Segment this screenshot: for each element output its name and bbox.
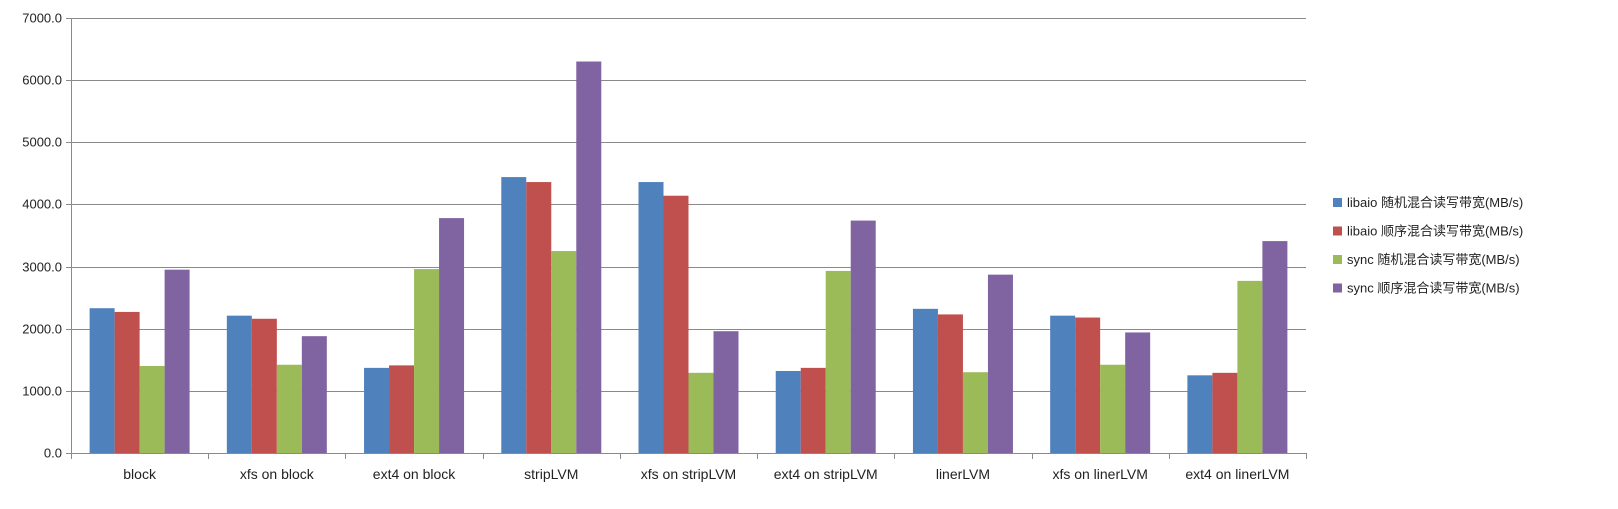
bar [663, 195, 689, 453]
x-category-label: ext4 on stripLVM [774, 466, 878, 482]
x-category-label: linerLVM [936, 466, 990, 482]
bar [164, 269, 190, 453]
bar [389, 365, 415, 453]
bar [638, 182, 664, 454]
y-tick-label: 7000.0 [22, 11, 62, 26]
bar [1125, 332, 1151, 453]
y-tick-label: 3000.0 [22, 260, 62, 275]
bar [576, 61, 602, 453]
x-category-label: xfs on stripLVM [641, 466, 736, 482]
bar [276, 364, 302, 453]
legend-swatch [1333, 283, 1342, 293]
bar [226, 315, 252, 453]
bar [912, 308, 938, 453]
legend-label: sync 顺序混合读写带宽(MB/s) [1347, 281, 1520, 296]
bar [800, 367, 826, 453]
legend-swatch [1333, 255, 1342, 264]
bar [1237, 280, 1263, 453]
bar [414, 269, 440, 453]
legend-swatch [1333, 198, 1342, 207]
bar [1187, 375, 1213, 453]
bar [301, 336, 327, 453]
bar [89, 308, 115, 453]
legend-label: libaio 顺序混合读写带宽(MB/s) [1347, 224, 1523, 239]
bar [114, 311, 140, 453]
y-tick-label: 0.0 [44, 446, 62, 461]
bar [439, 218, 465, 453]
bar [1262, 241, 1288, 453]
x-category-label: block [123, 466, 157, 482]
bar [775, 370, 801, 453]
y-tick-label: 6000.0 [22, 73, 62, 88]
bar [251, 318, 277, 453]
y-tick-label: 1000.0 [22, 384, 62, 399]
legend-swatch [1333, 226, 1342, 236]
y-tick-label: 5000.0 [22, 135, 62, 150]
bar [713, 331, 739, 453]
x-category-label: xfs on block [240, 466, 315, 482]
bar [688, 372, 714, 453]
bar [1212, 372, 1238, 453]
bar [501, 177, 527, 454]
bar [1050, 315, 1076, 453]
bar [139, 366, 165, 453]
bar [364, 367, 390, 453]
bar [1100, 364, 1126, 453]
y-tick-label: 2000.0 [22, 322, 62, 337]
bar [825, 270, 851, 453]
bar [962, 372, 988, 453]
x-category-label: ext4 on block [373, 466, 456, 482]
bar [526, 182, 552, 454]
y-tick-label: 4000.0 [22, 197, 62, 212]
x-category-label: ext4 on linerLVM [1185, 466, 1289, 482]
bar [987, 274, 1013, 453]
legend-label: sync 随机混合读写带宽(MB/s) [1347, 252, 1520, 267]
bar [937, 314, 963, 453]
bar [1075, 317, 1101, 453]
bar [850, 220, 876, 453]
legend-label: libaio 随机混合读写带宽(MB/s) [1347, 195, 1523, 210]
x-category-label: xfs on linerLVM [1052, 466, 1147, 482]
bar [551, 251, 577, 453]
x-category-label: stripLVM [524, 466, 578, 482]
